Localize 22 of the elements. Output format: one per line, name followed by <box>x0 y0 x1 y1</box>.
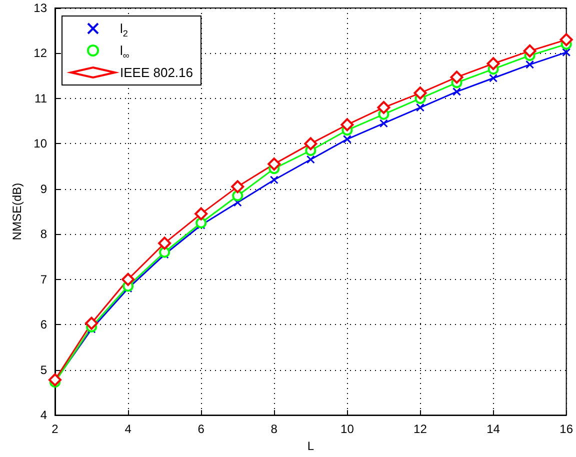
x-tick-label: 14 <box>486 422 500 436</box>
y-tick-label: 4 <box>40 408 48 422</box>
x-tick-label: 16 <box>560 422 574 436</box>
legend-label: l∞ <box>120 43 130 60</box>
x-tick-label: 4 <box>124 422 132 436</box>
y-tick-label: 10 <box>34 136 48 151</box>
x-tick-label: 2 <box>52 422 59 436</box>
y-tick-label: 9 <box>40 182 48 196</box>
y-tick-label: 12 <box>34 46 48 60</box>
legend-label: IEEE 802.16 <box>120 65 193 80</box>
x-tick-label: 8 <box>270 422 278 436</box>
x-tick-label: 10 <box>340 422 354 436</box>
y-tick-label: 7 <box>40 272 48 286</box>
y-tick-label: 13 <box>34 1 48 15</box>
x-axis-title: L <box>307 439 314 453</box>
y-tick-label: 11 <box>34 91 48 106</box>
y-tick-label: 5 <box>40 362 48 377</box>
y-tick-label: 8 <box>40 227 48 242</box>
x-tick-label: 6 <box>198 422 205 436</box>
y-axis-title: NMSE(dB) <box>10 182 24 240</box>
y-tick-label: 6 <box>40 318 48 332</box>
x-tick-label: 12 <box>414 422 428 436</box>
